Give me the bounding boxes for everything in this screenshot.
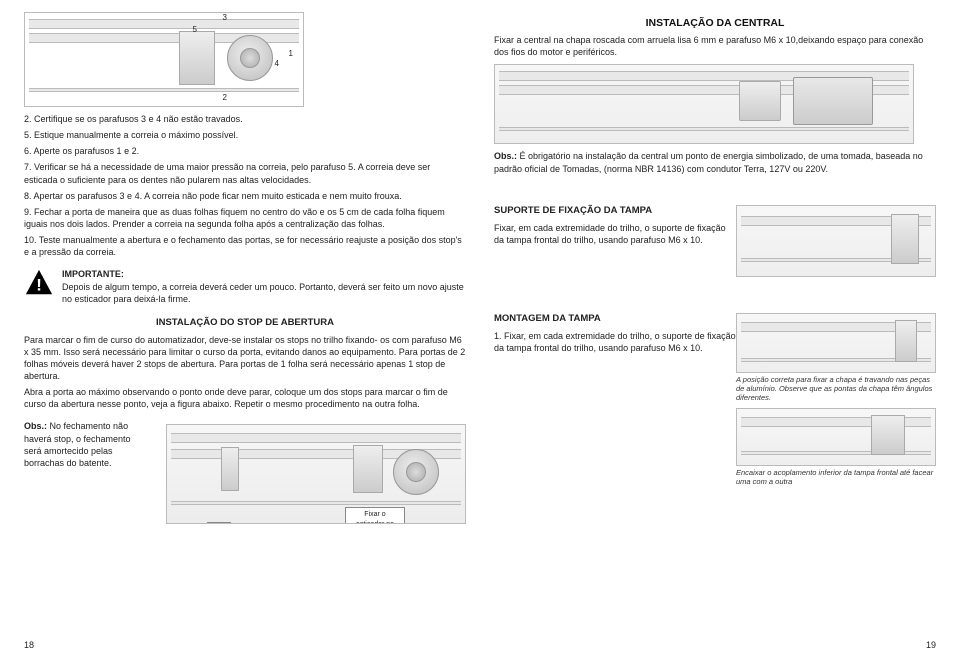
stop-install-title: INSTALAÇÃO DO STOP DE ABERTURA bbox=[24, 317, 466, 330]
page-container: 1 2 3 4 5 2. Certifique se os parafusos … bbox=[24, 12, 936, 528]
fixar-label-box: Fixar o esticador no trilho bbox=[345, 507, 405, 524]
diagram-number-5: 5 bbox=[193, 25, 197, 36]
left-column: 1 2 3 4 5 2. Certifique se os parafusos … bbox=[24, 12, 466, 528]
diagram-number-1: 1 bbox=[289, 49, 293, 60]
step-7: 7. Verificar se há a necessidade de uma … bbox=[24, 161, 466, 185]
step-9: 9. Fechar a porta de maneira que as duas… bbox=[24, 206, 466, 230]
stop-obs-block: Obs.: No fechamento não haverá stop, o f… bbox=[24, 416, 144, 469]
mount-caption-1: A posição correta para fixar a chapa é t… bbox=[736, 375, 936, 402]
svg-text:!: ! bbox=[36, 276, 42, 295]
step-10: 10. Teste manualmente a abertura e o fec… bbox=[24, 234, 466, 258]
support-section: SUPORTE DE FIXAÇÃO DA TAMPA Fixar, em ca… bbox=[494, 205, 936, 277]
central-obs-text: É obrigatório na instalação da central u… bbox=[494, 151, 923, 173]
important-text-block: IMPORTANTE: Depois de algum tempo, a cor… bbox=[62, 268, 466, 304]
diagram-number-3: 3 bbox=[223, 13, 227, 24]
important-body: Depois de algum tempo, a correia deverá … bbox=[62, 282, 464, 304]
central-obs: Obs.: É obrigatório na instalação da cen… bbox=[494, 150, 936, 174]
mount-diagram-col: A posição correta para fixar a chapa é t… bbox=[736, 313, 936, 486]
central-intro: Fixar a central na chapa roscada com arr… bbox=[494, 34, 936, 58]
step-5: 5. Estique manualmente a correia o máxim… bbox=[24, 129, 466, 141]
stop-diagram: Stop Fixar o esticador no trilho bbox=[166, 424, 466, 524]
support-diagram bbox=[736, 205, 936, 277]
diagram-number-2: 2 bbox=[223, 93, 227, 104]
mount-caption-2: Encaixar o acoplamento inferior da tampa… bbox=[736, 468, 936, 486]
central-diagram bbox=[494, 64, 914, 144]
central-title: INSTALAÇÃO DA CENTRAL bbox=[494, 16, 936, 30]
stop-paragraph-2: Abra a porta ao máximo observando o pont… bbox=[24, 386, 466, 410]
belt-tensioner-diagram: 1 2 3 4 5 bbox=[24, 12, 304, 107]
mount-section: A posição correta para fixar a chapa é t… bbox=[494, 313, 936, 486]
right-column: INSTALAÇÃO DA CENTRAL Fixar a central na… bbox=[494, 12, 936, 528]
step-8: 8. Apertar os parafusos 3 e 4. A correia… bbox=[24, 190, 466, 202]
mount-diagram-1 bbox=[736, 313, 936, 373]
stop-section-row: Obs.: No fechamento não haverá stop, o f… bbox=[24, 416, 466, 528]
stop-label-box: Stop bbox=[207, 522, 231, 524]
step-2: 2. Certifique se os parafusos 3 e 4 não … bbox=[24, 113, 466, 125]
important-label: IMPORTANTE: bbox=[62, 269, 124, 279]
step-6: 6. Aperte os parafusos 1 e 2. bbox=[24, 145, 466, 157]
important-callout: ! IMPORTANTE: Depois de algum tempo, a c… bbox=[24, 268, 466, 304]
page-number-right: 19 bbox=[926, 639, 936, 651]
central-obs-label: Obs.: bbox=[494, 151, 517, 161]
page-number-left: 18 bbox=[24, 639, 34, 651]
mount-diagram-2 bbox=[736, 408, 936, 466]
stop-paragraph-1: Para marcar o fim de curso do automatiza… bbox=[24, 334, 466, 383]
obs-label: Obs.: bbox=[24, 421, 47, 431]
diagram-number-4: 4 bbox=[275, 59, 279, 70]
warning-icon: ! bbox=[24, 268, 54, 298]
